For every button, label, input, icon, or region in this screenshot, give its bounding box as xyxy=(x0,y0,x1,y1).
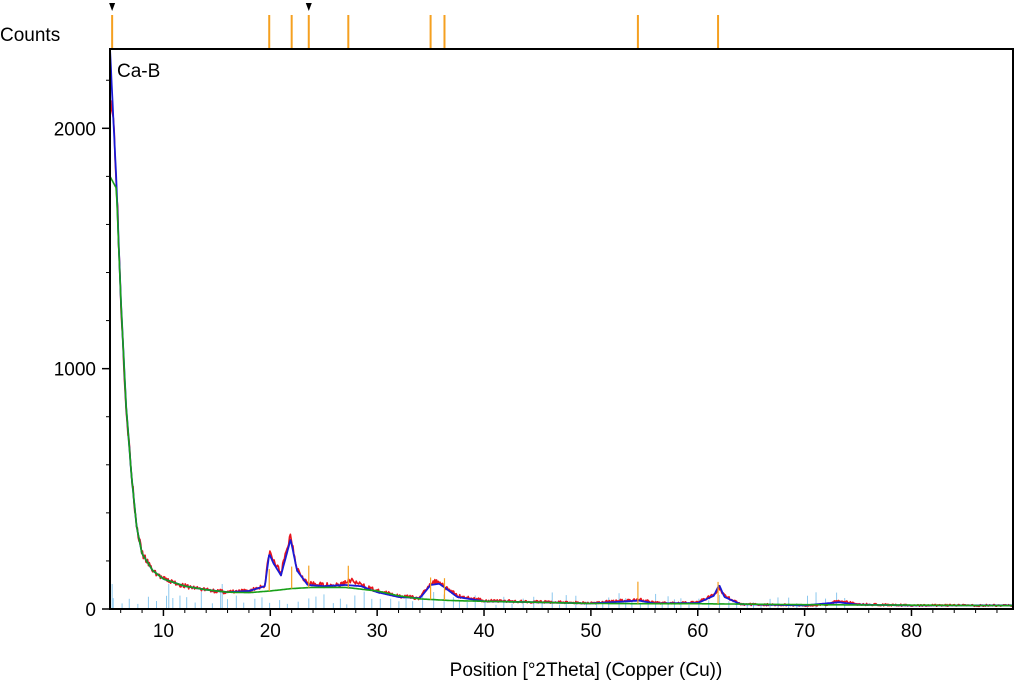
y-axis-ticks: 0 1000 2000 xyxy=(54,79,110,621)
x-tick-label: 30 xyxy=(367,621,388,642)
background-series-line xyxy=(109,176,1013,607)
y-tick-label: 0 xyxy=(85,600,96,621)
reference-stick-pattern xyxy=(111,584,846,609)
x-axis-label: Position [°2Theta] (Copper (Cu)) xyxy=(450,660,723,681)
sample-label: Ca-B xyxy=(117,61,160,82)
pattern-series xyxy=(109,48,1014,608)
x-tick-label: 20 xyxy=(260,621,281,642)
observed-series-line xyxy=(109,100,1014,608)
plot-frame xyxy=(109,48,1014,610)
x-axis-ticks: 10 20 30 40 50 60 70 80 xyxy=(120,609,998,642)
y-tick-label: 2000 xyxy=(54,119,96,140)
peak-flag-icon xyxy=(305,3,312,11)
x-tick-label: 60 xyxy=(687,621,708,642)
x-tick-label: 40 xyxy=(473,621,494,642)
peak-flag-icon xyxy=(109,3,116,11)
x-tick-label: 80 xyxy=(901,621,922,642)
reference-marker-strip xyxy=(109,3,720,49)
x-tick-label: 70 xyxy=(794,621,815,642)
calculated-series-line xyxy=(109,48,1013,607)
y-tick-label: 1000 xyxy=(54,360,96,381)
y-axis-label: Counts xyxy=(0,25,60,46)
x-tick-label: 50 xyxy=(580,621,601,642)
x-tick-label: 10 xyxy=(153,621,174,642)
